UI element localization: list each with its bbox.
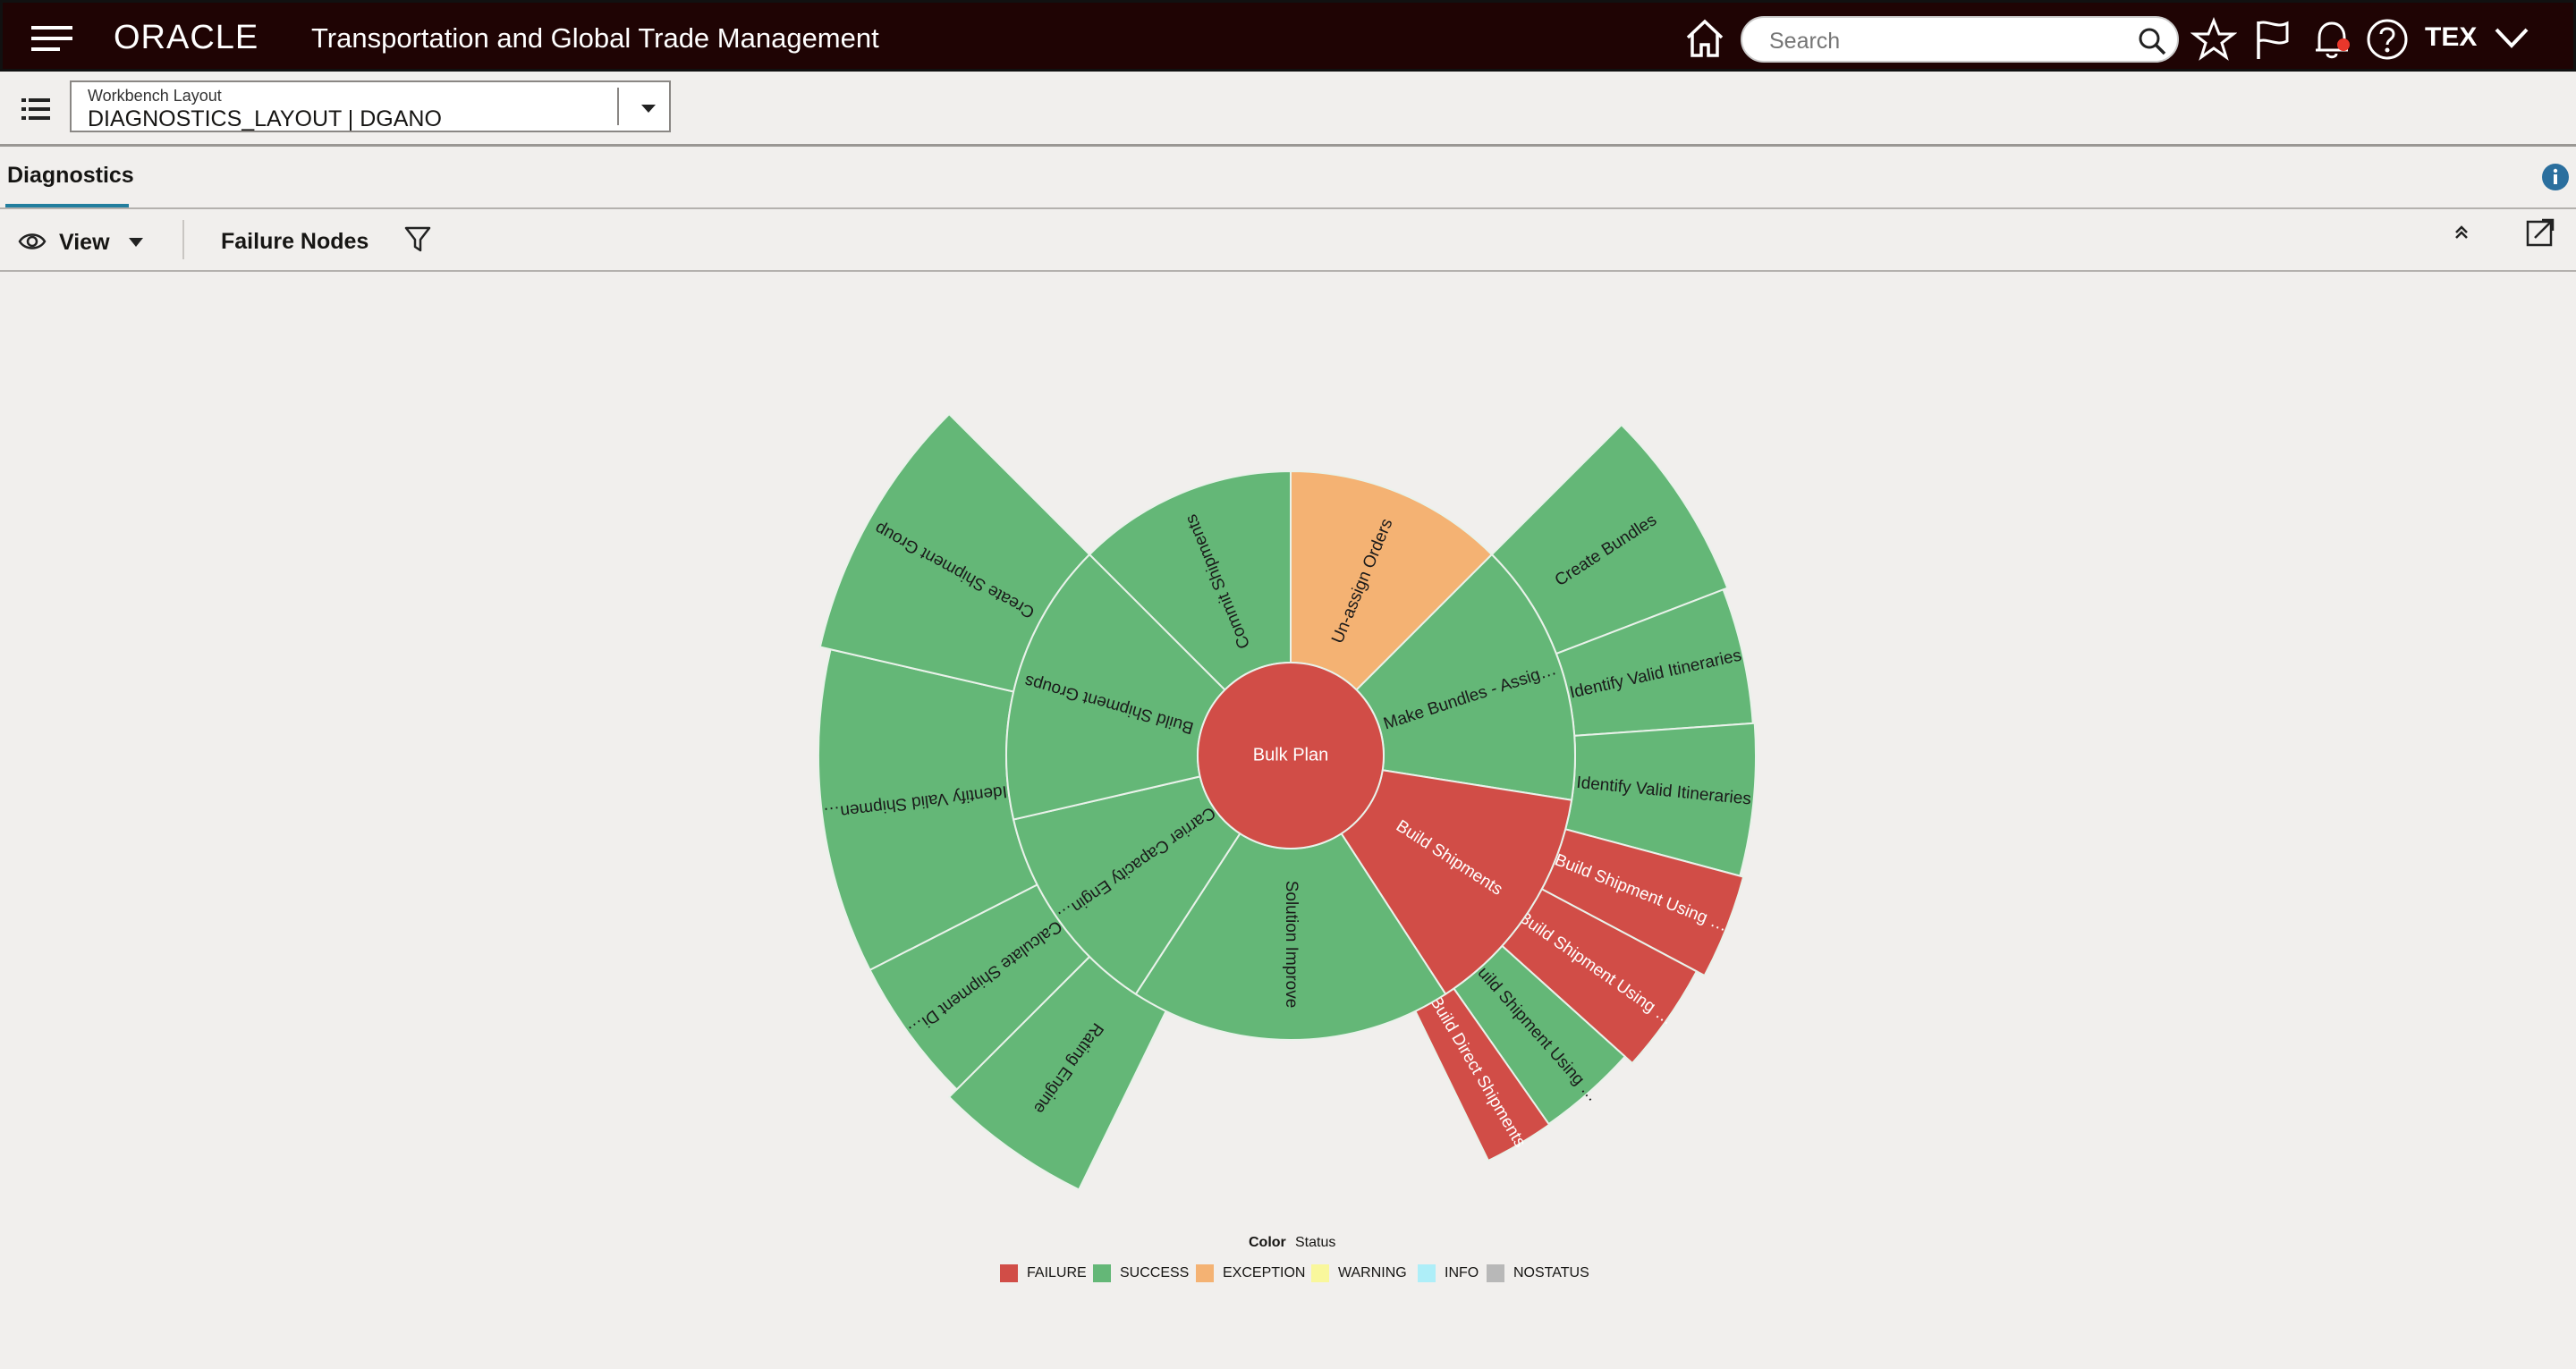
failure-nodes-button[interactable]: Failure Nodes [221,229,369,254]
active-tab-indicator [5,204,129,207]
workbench-layout-bar: Workbench Layout DIAGNOSTICS_LAYOUT | DG… [0,72,2576,145]
app-title: Transportation and Global Trade Manageme… [311,22,879,54]
legend-label: NOSTATUS [1513,1265,1589,1280]
select-divider [617,88,619,125]
tab-bar: Diagnostics [0,147,2576,207]
workbench-layout-value: DIAGNOSTICS_LAYOUT | DGANO [88,106,442,131]
notifications-bell-icon[interactable] [2309,16,2355,63]
legend-item-exception[interactable]: EXCEPTION [1196,1264,1305,1282]
filter-icon[interactable] [402,224,433,254]
eye-icon [18,233,47,249]
caret-down-icon [129,238,143,247]
help-icon[interactable] [2364,16,2411,63]
flag-icon[interactable] [2250,16,2296,63]
diagnostics-toolbar: View Failure Nodes [0,211,2576,270]
legend-label: INFO [1445,1265,1479,1280]
favorites-star-icon[interactable] [2190,16,2237,63]
legend-swatch [1311,1264,1329,1282]
chart-legend: Color Status FAILURE SUCCESS EXCEPTION W… [984,1230,1592,1284]
legend-label: FAILURE [1027,1265,1087,1280]
workbench-layout-label: Workbench Layout [88,87,222,105]
legend-swatch [1196,1264,1214,1282]
legend-subtitle: Status [1295,1235,1336,1250]
oracle-logo: ORACLE [114,19,259,56]
legend-item-nostatus[interactable]: NOSTATUS [1487,1264,1589,1282]
sunburst-root-segment[interactable] [1197,662,1385,849]
caret-down-icon[interactable] [635,95,662,122]
search-icon[interactable] [2136,25,2168,57]
global-search-field[interactable] [1741,16,2179,63]
workbench-layout-select[interactable]: Workbench Layout DIAGNOSTICS_LAYOUT | DG… [70,80,671,132]
divider [0,270,2576,272]
app-header: ORACLE Transportation and Global Trade M… [0,0,2576,72]
divider [0,144,2576,147]
legend-label: WARNING [1338,1265,1407,1280]
legend-swatch [1093,1264,1111,1282]
legend-item-failure[interactable]: FAILURE [1000,1264,1087,1282]
divider [0,207,2576,209]
info-icon[interactable] [2541,163,2570,191]
chevron-down-icon[interactable] [2489,22,2534,55]
home-icon[interactable] [1682,16,1727,61]
legend-label: EXCEPTION [1223,1265,1306,1280]
collapse-double-chevron-icon[interactable] [2451,222,2472,243]
legend-swatch [1487,1264,1504,1282]
layout-list-icon[interactable] [18,91,54,127]
legend-item-success[interactable]: SUCCESS [1093,1264,1189,1282]
user-menu-label[interactable]: TEX [2425,22,2478,52]
legend-label: SUCCESS [1120,1265,1190,1280]
view-label: View [59,230,110,255]
toolbar-separator [182,220,184,259]
legend-item-warning[interactable]: WARNING [1311,1264,1407,1282]
tab-diagnostics[interactable]: Diagnostics [7,163,134,188]
hamburger-menu-icon[interactable] [30,22,74,55]
search-input[interactable] [1767,27,2129,55]
popout-icon[interactable] [2524,216,2556,249]
legend-title: Color [1249,1235,1286,1250]
legend-swatch [1000,1264,1018,1282]
legend-swatch [1418,1264,1436,1282]
legend-item-info[interactable]: INFO [1418,1264,1479,1282]
